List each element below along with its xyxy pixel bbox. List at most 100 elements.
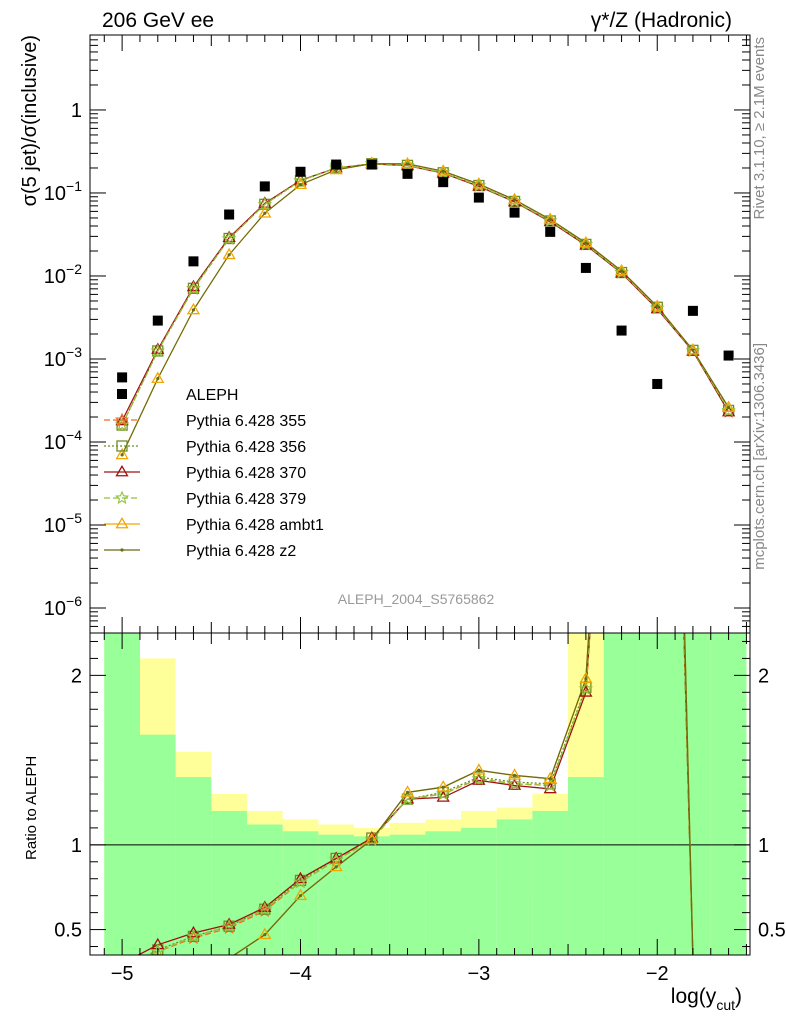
main-series-2-point [472,179,486,191]
ratio-band-stat [175,777,212,955]
main-y-tick-base: 10 [44,515,66,537]
main-series-3-point [471,178,486,192]
ratio-series-3-point [257,901,272,916]
ratio-x-tick-label: −4 [289,963,312,985]
main-y-tick-base: 10 [44,349,66,371]
main-series-5-point [619,269,624,273]
main-series-4-point [543,212,557,224]
ratio-band-stat [104,633,140,955]
main-series-4-point [614,263,629,276]
main-series-5-point [263,211,267,215]
ratio-series-3-point [507,776,522,790]
ratio-series-3-point [329,852,344,867]
main-panel: 10−610−510−410−310−210−11 σ(5 jet)/σ(inc… [19,34,751,634]
ratio-series-line-5 [233,633,694,955]
main-series-5-point [655,304,659,309]
aleph-data-point [652,378,663,389]
main-series-line-0 [121,163,730,426]
legend-marker [116,440,128,452]
ratio-series-5-point [405,790,410,794]
main-y-tick-exp: −2 [66,261,82,277]
main-y-tick-label: 10−3 [44,344,82,371]
ratio-series-2-point [186,925,201,938]
main-series-4-point [293,177,308,190]
ratio-series-3-point [543,778,558,792]
legend-label: Pythia 6.428 ambt1 [186,517,324,534]
aleph-data-point [152,315,163,326]
ratio-series-5-point [298,894,303,898]
aleph-data-point [188,256,199,267]
mcplots-label: mcplots.cern.ch [arXiv:1306.3436] [751,343,768,570]
ratio-series-5-point [334,865,338,869]
main-y-tick-exp: −3 [66,344,82,360]
main-series-3-point [222,231,237,245]
main-series-5-point [156,377,160,381]
legend-marker [114,412,130,427]
main-series-5-point [726,405,731,410]
main-series-4-point [258,206,272,218]
main-series-4-point [400,156,415,169]
ratio-xlabel: log(ycut) [671,985,742,1013]
aleph-data-point [473,192,484,203]
main-series-5-point [512,198,517,202]
xlabel-sub: cut [716,997,735,1013]
main-series-5-point [691,348,695,352]
legend-label: Pythia 6.428 z2 [186,543,296,560]
main-series-5-point [298,183,303,187]
legend-entry-5: Pythia 6.428 ambt1 [104,516,324,534]
ratio-series-5-point [477,768,481,772]
ratio-series-5-point [548,777,552,781]
ratio-series-5-point [370,838,374,842]
ratio-band-stat [532,810,569,955]
aleph-data-point [687,305,698,316]
legend-marker [115,516,129,529]
legend-marker [114,490,130,505]
aleph-data-point [331,159,342,170]
main-y-tick-exp: −4 [66,427,82,443]
main-series-5-point [441,169,445,173]
aleph-data-point [580,262,591,273]
main-series-5-point [405,162,410,166]
ratio-series-4-point [400,785,415,797]
main-series-2-point [436,166,450,178]
aleph-data-point [723,350,734,361]
legend-entry-0: ALEPH [117,387,238,404]
main-ylabel: σ(5 jet)/σ(inclusive) [19,35,41,206]
header-right: γ*/Z (Hadronic) [591,9,732,32]
main-series-4-point [721,400,736,412]
main-series-4-point [686,343,700,355]
ratio-y-tick-label-right: 0.5 [758,920,786,942]
ratio-series-3-point [293,874,308,889]
main-y-tick-label: 1 [71,100,82,122]
main-y-tick-label: 10−5 [44,510,82,537]
analysis-id: ALEPH_2004_S5765862 [338,591,495,607]
ratio-series-3-point [471,771,486,785]
ratio-band-stat [710,633,747,955]
aleph-data-point [224,209,235,220]
ratio-y-tick-label-left: 2 [71,665,82,687]
main-series-3-point [150,343,165,357]
main-y-tick-base: 10 [44,432,66,454]
main-series-4-point [186,302,201,315]
main-y-tick-base: 10 [44,598,66,620]
rivet-label: Rivet 3.1.10, ≥ 2.1M events [751,37,768,220]
legend-entry-6: Pythia 6.428 z2 [104,543,296,560]
header-left: 206 GeV ee [102,9,214,32]
main-series-3-point [186,280,201,295]
aleph-data-point [295,166,306,177]
ratio-series-3-point [222,918,237,933]
main-series-4-point [151,371,165,384]
xlabel-end: ) [735,985,742,1008]
ratio-band-stat [496,819,533,955]
aleph-data-point [402,168,413,179]
main-series-3-point [507,194,522,208]
main-y-tick-base: 1 [71,100,82,122]
ratio-band-stat [139,734,176,955]
main-series-2-point [579,238,593,250]
legend-label: ALEPH [186,387,238,404]
legend-entry-3: Pythia 6.428 370 [104,464,306,482]
main-series-4-point [650,299,664,311]
ratio-band-stat [639,633,676,955]
main-series-5-point [120,453,124,457]
legend-label: Pythia 6.428 356 [186,439,306,456]
